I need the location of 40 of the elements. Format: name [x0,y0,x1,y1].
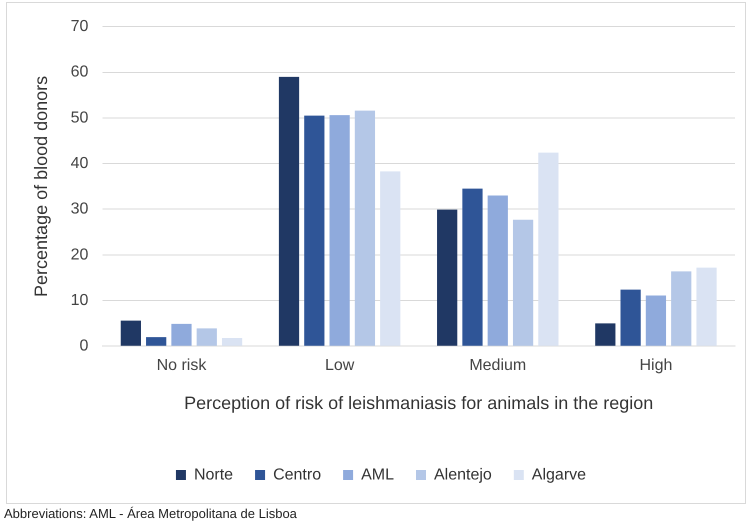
legend-label: Norte [194,466,234,484]
bar [646,296,666,346]
y-tick-label: 0 [79,338,88,355]
bar [595,323,616,346]
bar [171,324,192,346]
y-tick-label: 40 [70,154,88,172]
bar [278,76,300,346]
x-axis-title: Perception of risk of leishmaniasis for animals in the region [184,393,654,414]
x-tick-label: Low [324,357,355,374]
legend-label: AML [361,466,394,484]
legend-label: Algarve [532,466,586,484]
y-tick-label: 30 [70,200,88,218]
legend-label: Alentejo [434,466,492,484]
x-tick-label: Medium [469,357,526,374]
bar [696,268,717,346]
bar [222,338,242,346]
x-tick-label: High [639,357,672,374]
bar [380,171,400,346]
y-tick-label: 20 [70,246,88,264]
bar [488,196,508,346]
y-tick-label: 10 [70,292,88,309]
legend-label: Centro [273,466,322,484]
x-tick-label: No risk [156,357,208,374]
text: Abbreviations: AML - Área Metropolitana de Lisboa [4,506,297,521]
bar [330,115,350,346]
bar [120,320,141,346]
bar [146,337,166,346]
y-axis-title: Percentage of blood donors [30,76,51,297]
bar [620,290,641,346]
bar [512,220,534,346]
y-tick-label: 60 [70,64,88,81]
bar [354,110,376,346]
y-tick-label: 50 [70,109,88,126]
y-tick-label: 70 [70,18,88,36]
bar [671,271,692,346]
bar [538,152,559,346]
bar [437,210,458,346]
bar [196,328,217,346]
bar [462,188,483,346]
bar [304,116,324,346]
